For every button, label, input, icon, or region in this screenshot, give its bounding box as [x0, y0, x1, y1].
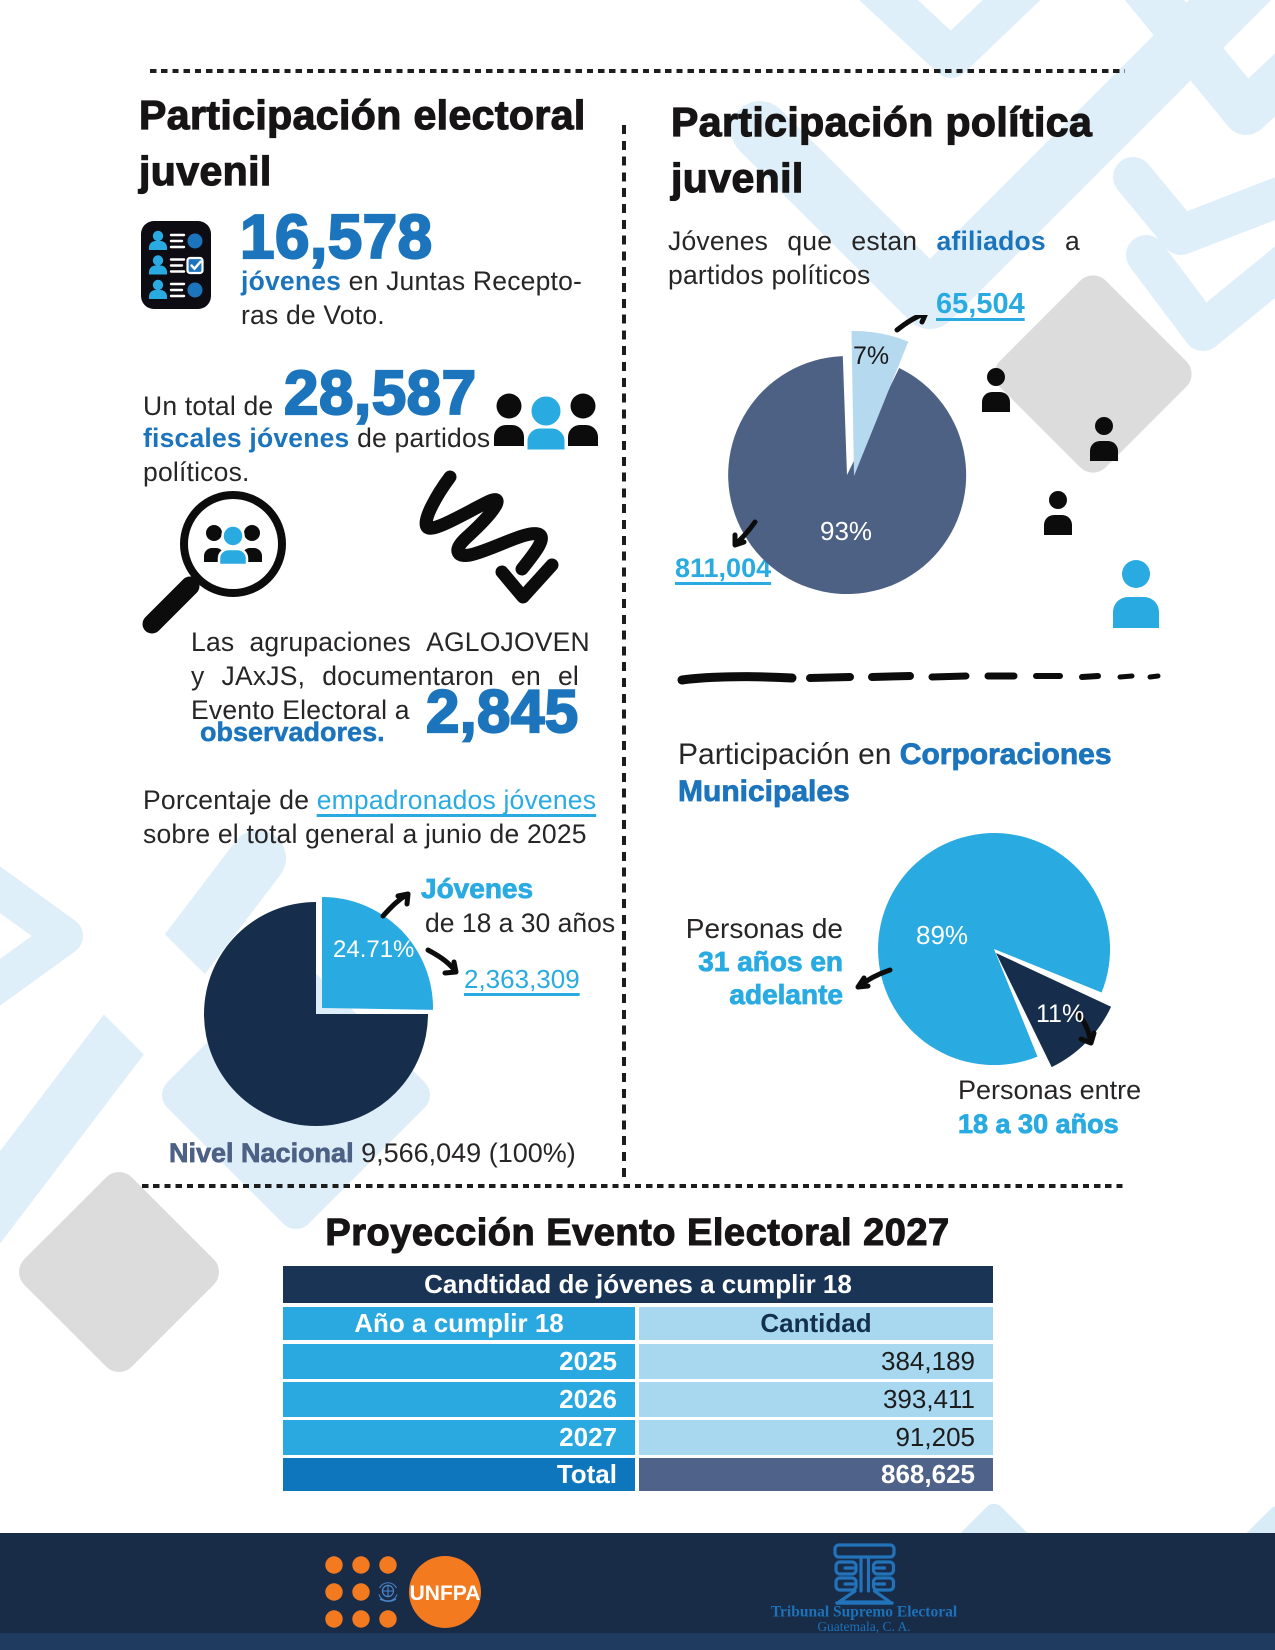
svg-text:Guatemala, C. A.: Guatemala, C. A.	[817, 1619, 910, 1634]
svg-text:Tribunal Supremo Electoral: Tribunal Supremo Electoral	[771, 1604, 958, 1621]
svg-text:UNFPA: UNFPA	[410, 1582, 481, 1605]
